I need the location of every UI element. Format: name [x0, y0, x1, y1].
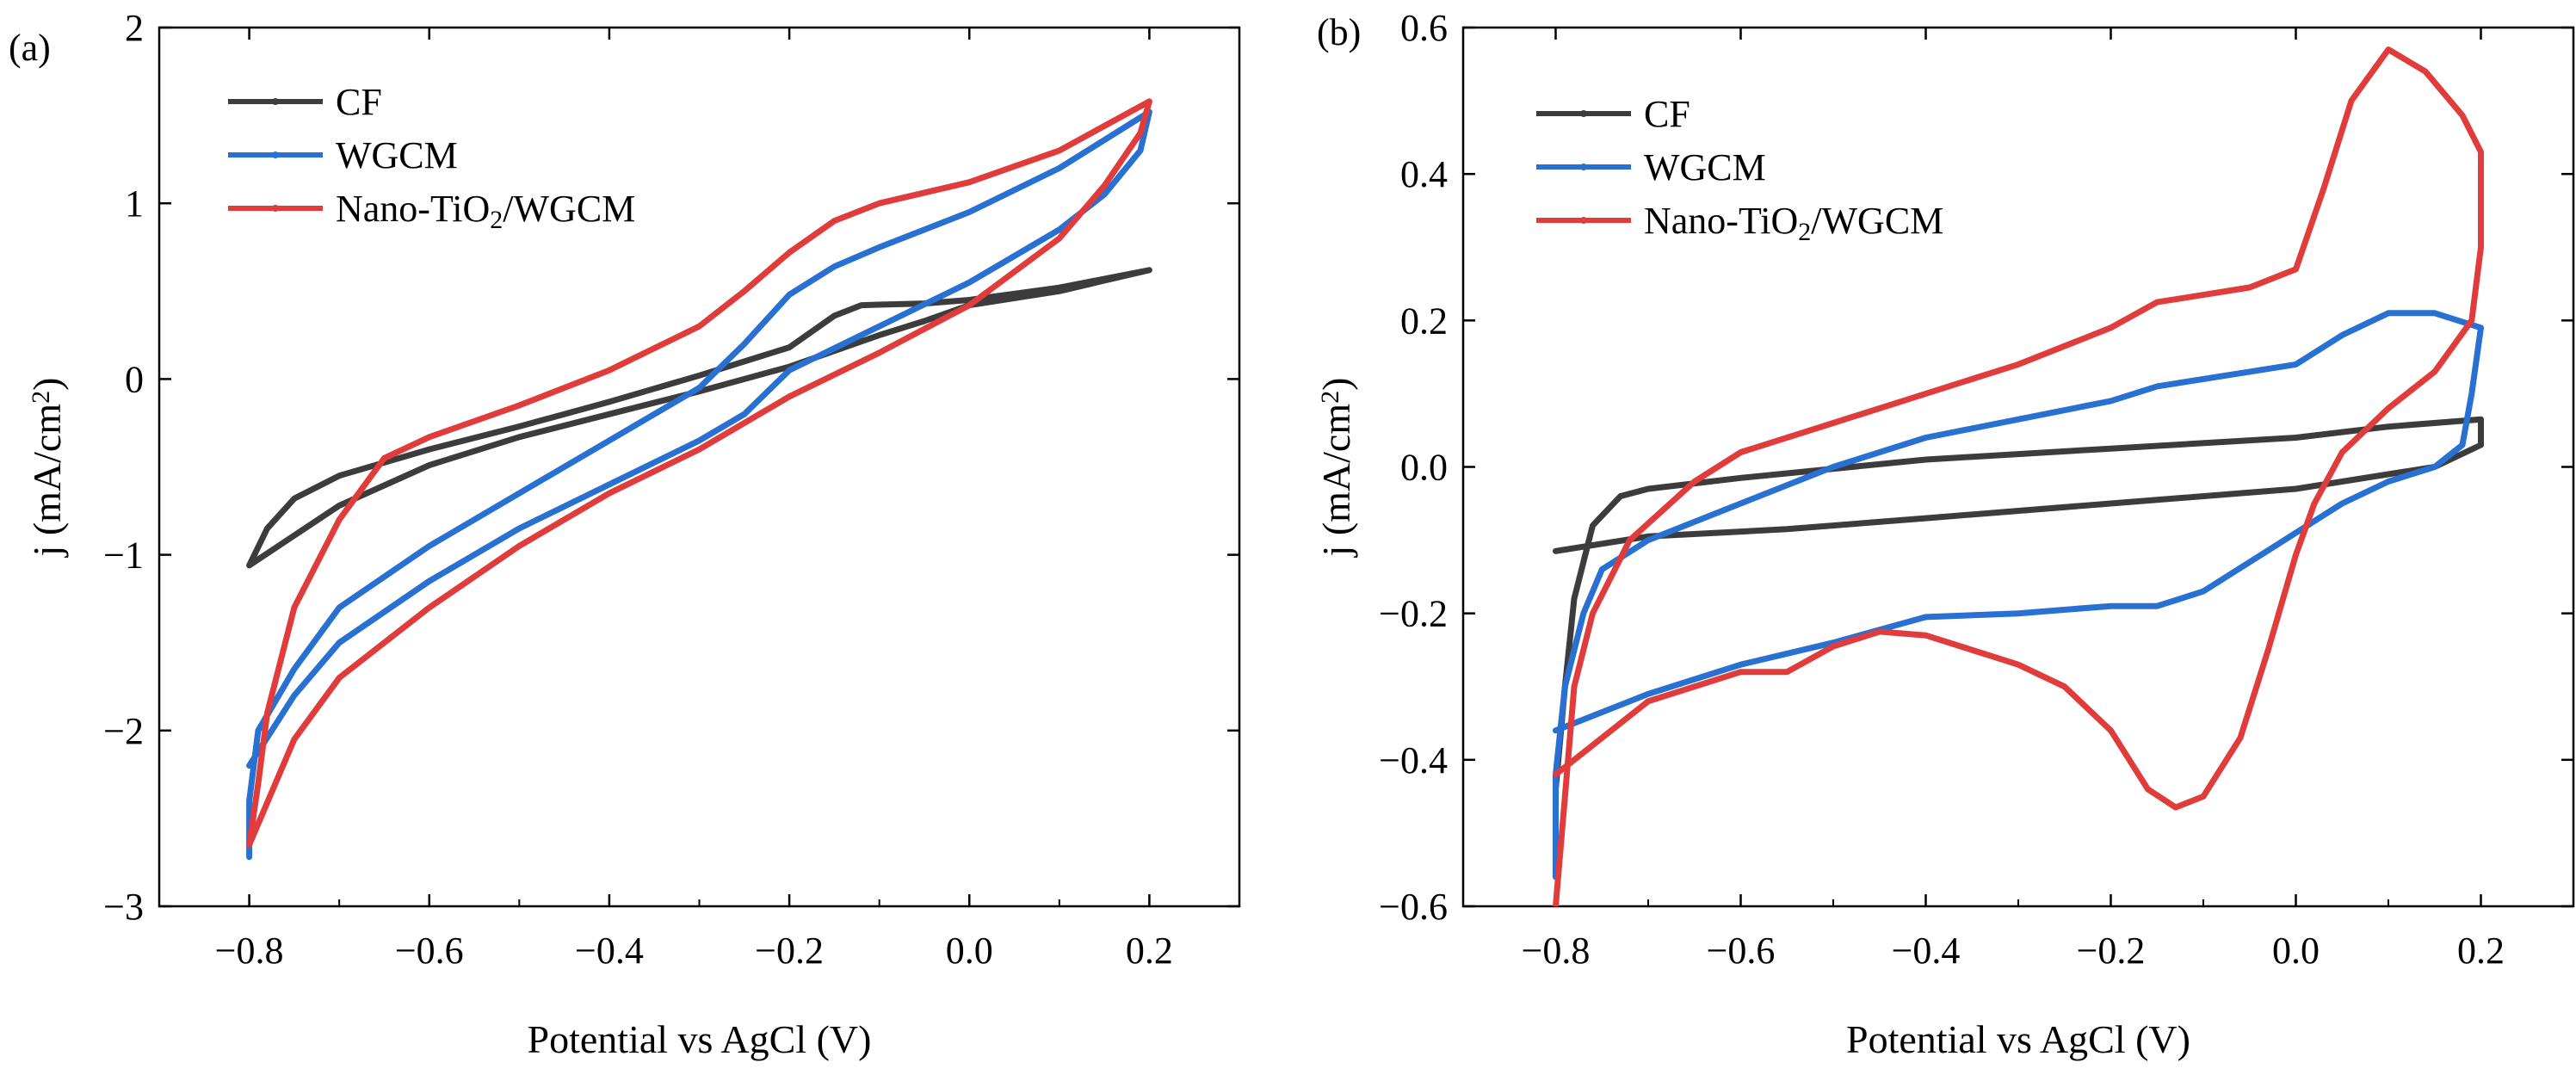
legend-label-nano-tio2-wgcm: Nano-TiO2/WGCM [336, 188, 635, 234]
x-tick-label: 0.0 [2272, 930, 2320, 972]
series-line-nano-tio2-wgcm [1553, 46, 2484, 906]
legend-label-cf: CF [1644, 93, 1690, 135]
x-tick-label: −0.6 [395, 930, 464, 972]
y-tick-label: −3 [103, 886, 144, 928]
y-tick-label: 0 [125, 358, 144, 400]
legend-marker-wgcm [1580, 164, 1587, 170]
legend-marker-cf [1580, 110, 1587, 117]
series-line-wgcm [1553, 310, 2484, 880]
y-tick-label: −1 [103, 534, 144, 577]
x-tick-label: −0.4 [575, 930, 644, 972]
y-tick-label: 0.4 [1400, 153, 1448, 195]
y-tick-label: −0.6 [1379, 886, 1448, 928]
x-tick-label: −0.2 [2077, 930, 2146, 972]
y-tick-label: 0.0 [1400, 447, 1448, 489]
y-tick-label: −0.4 [1379, 739, 1448, 781]
x-tick-label: 0.2 [2457, 930, 2505, 972]
y-tick-label: −0.2 [1379, 593, 1448, 635]
y-tick-label: 0.6 [1400, 7, 1448, 49]
legend-marker-cf [272, 98, 279, 105]
y-axis-title: j (mA/cm2) [1314, 378, 1358, 559]
x-tick-label: −0.2 [755, 930, 824, 972]
y-axis-title: j (mA/cm2) [25, 378, 69, 559]
x-tick-label: −0.8 [215, 930, 284, 972]
legend-marker-nano-tio2-wgcm [1580, 217, 1587, 224]
legend-label-nano-tio2-wgcm: Nano-TiO2/WGCM [1644, 200, 1943, 246]
y-tick-label: 1 [125, 182, 144, 225]
y-tick-label: −2 [103, 710, 144, 752]
legend-marker-nano-tio2-wgcm [272, 205, 279, 212]
x-tick-label: 0.2 [1126, 930, 1173, 972]
chart-panel-a: −0.8 −0.6 −0.4 −0.2 0.0 0.2 −3 −2 −1 0 1 2 Potential… [9, 7, 1241, 1061]
legend-label-cf: CF [336, 81, 382, 123]
legend-label-wgcm: WGCM [336, 134, 458, 176]
y-tick-label: 0.2 [1400, 300, 1448, 342]
panel-label: (b) [1317, 11, 1361, 53]
chart-panel-b: −0.8 −0.6 −0.4 −0.2 0.0 0.2 −0.6 −0.4 −0.2 0.0 0.2… [1314, 7, 2575, 1061]
legend-label-wgcm: WGCM [1644, 146, 1766, 188]
series-line-nano-tio2-wgcm [246, 98, 1152, 848]
y-tick-label: 2 [125, 7, 144, 49]
x-tick-label: −0.6 [1707, 930, 1776, 972]
series-line-cf [246, 267, 1152, 569]
x-axis-title: Potential vs AgCl (V) [528, 1017, 872, 1061]
plot-frame [1461, 26, 2575, 908]
series-line-wgcm [246, 108, 1152, 861]
x-tick-label: −0.8 [1522, 930, 1591, 972]
panel-label: (a) [9, 27, 51, 69]
legend-marker-wgcm [272, 151, 279, 158]
x-tick-label: 0.0 [946, 930, 993, 972]
x-tick-label: −0.4 [1892, 930, 1961, 972]
x-axis-title: Potential vs AgCl (V) [1846, 1017, 2190, 1061]
series-line-cf [1553, 416, 2484, 793]
